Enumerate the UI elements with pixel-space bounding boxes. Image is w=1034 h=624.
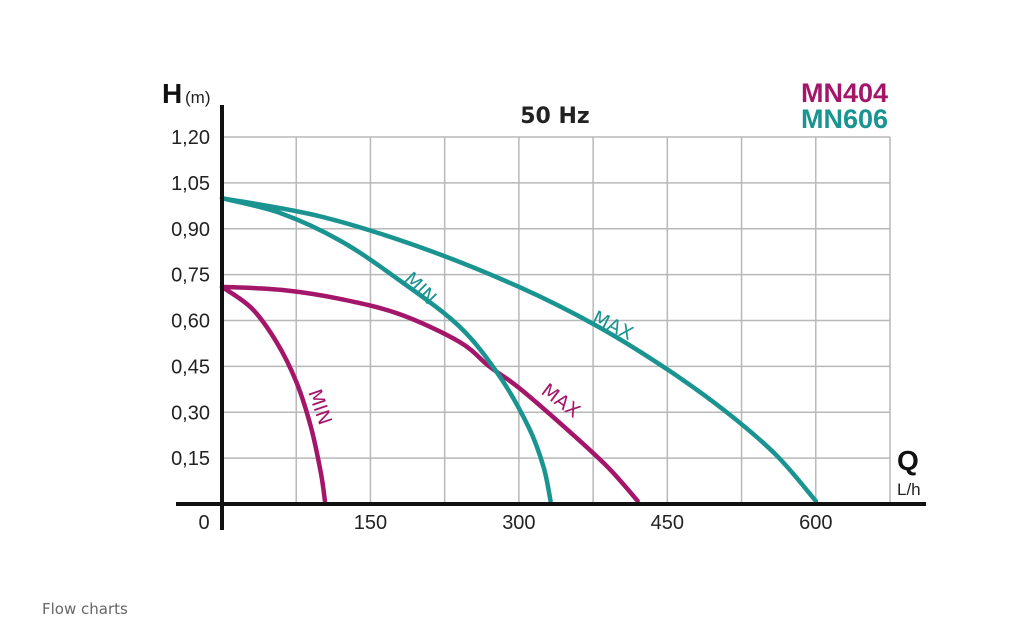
x-tick-label: 0: [198, 512, 209, 534]
x-tick-label: 150: [354, 512, 387, 534]
y-axis-label: H: [162, 78, 182, 109]
axes: [176, 105, 926, 530]
x-axis-label: Q: [897, 445, 919, 476]
flow-chart: 0,15 0,30 0,45 0,60 0,75 0,90 1,05 1,20 0 150 300 4…: [162, 78, 926, 534]
x-tick-label: 450: [651, 512, 684, 534]
caption: Flow charts: [42, 600, 128, 618]
curve-mn404-min: [219, 284, 328, 504]
x-tick-label: 300: [502, 512, 535, 534]
grid: [222, 136, 891, 504]
y-tick-label: 1,05: [171, 173, 210, 195]
curve-mn606-max: [219, 195, 819, 504]
curves: [219, 195, 819, 504]
mn606-max-label: MAX: [589, 307, 637, 345]
curve-mn606-min: [219, 195, 553, 504]
legend-mn606: MN606: [801, 104, 888, 134]
x-axis-unit: L/h: [897, 480, 921, 499]
y-tick-label: 0,45: [171, 356, 210, 378]
y-tick-label: 1,20: [171, 127, 210, 149]
x-tick-label: 600: [799, 512, 832, 534]
y-tick-label: 0,75: [171, 265, 210, 287]
y-tick-label: 0,30: [171, 402, 210, 424]
y-axis-unit: (m): [185, 88, 210, 107]
legend-mn404: MN404: [801, 78, 888, 108]
y-tick-label: 0,15: [171, 448, 210, 470]
y-tick-label: 0,90: [171, 219, 210, 241]
curve-mn404-max: [219, 284, 640, 504]
tick-labels: 0,15 0,30 0,45 0,60 0,75 0,90 1,05 1,20 0 150 300 4…: [171, 127, 832, 534]
y-tick-label: 0,60: [171, 311, 210, 333]
mn404-max-label: MAX: [537, 379, 584, 422]
chart-title: 50 Hz: [520, 104, 590, 129]
